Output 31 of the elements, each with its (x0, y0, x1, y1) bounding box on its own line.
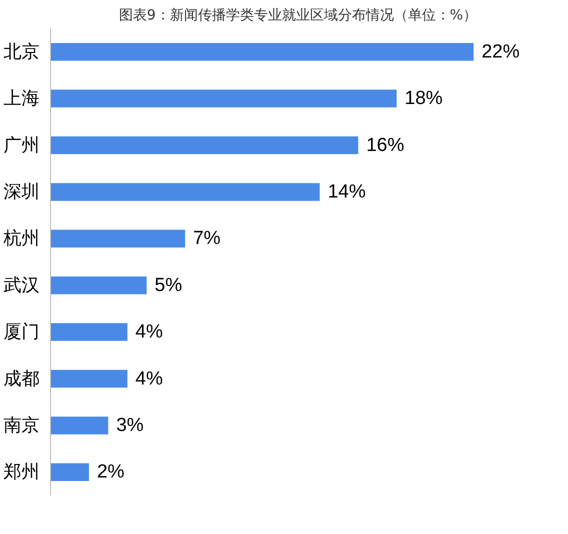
y-tick-label: 杭州 (2, 228, 40, 250)
data-label: 16% (366, 134, 404, 156)
data-label: 4% (135, 322, 163, 343)
bar (50, 323, 128, 341)
bar (50, 463, 89, 482)
y-tick-label: 广州 (4, 134, 40, 156)
data-label: 2% (96, 462, 125, 483)
y-tick-label: 成都 (4, 368, 40, 390)
bar (50, 230, 186, 248)
bar (50, 276, 147, 294)
bar (50, 136, 358, 154)
y-tick-label: 深圳 (4, 181, 40, 202)
data-label: 5% (154, 274, 182, 296)
bar (50, 183, 320, 201)
data-label: 4% (135, 368, 163, 390)
bar (50, 370, 128, 388)
data-label: 3% (116, 414, 144, 436)
y-tick-label: 厦门 (4, 322, 40, 343)
y-tick-label: 武汉 (4, 274, 40, 296)
chart-title: 图表9：新闻传播学类专业就业区域分布情况（单位：%） (118, 8, 478, 24)
bar (50, 90, 397, 108)
y-tick-label: 南京 (4, 414, 40, 436)
data-label: 14% (328, 181, 366, 202)
y-tick-label: 北京 (4, 41, 40, 62)
data-label: 7% (193, 228, 221, 250)
bar (50, 42, 474, 61)
data-label: 18% (404, 88, 443, 110)
y-tick-label: 郑州 (4, 462, 40, 483)
y-tick-label: 上海 (4, 88, 40, 110)
bar (50, 416, 108, 434)
data-label: 22% (482, 41, 520, 62)
